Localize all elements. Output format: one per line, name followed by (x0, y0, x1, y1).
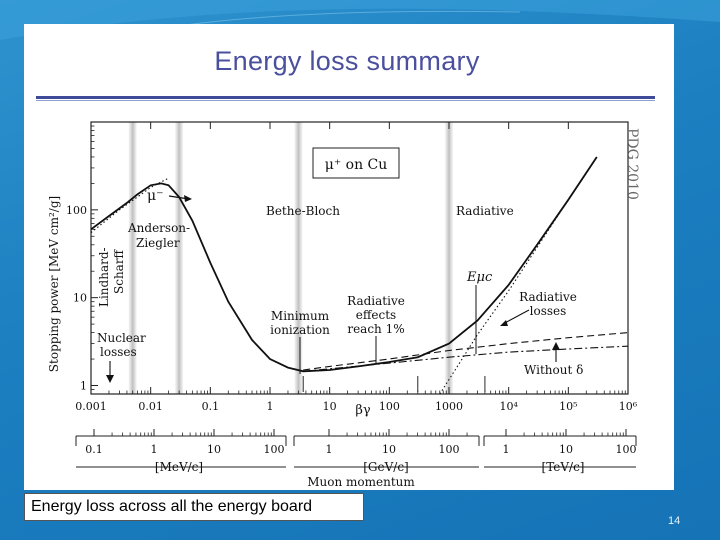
title-divider-secondary (36, 100, 655, 101)
pdg-watermark: PDG 2010 (624, 128, 640, 200)
momentum-tick-label: 100 (264, 443, 285, 456)
series-line-dotted-3 (90, 177, 169, 234)
y-tick-label: 10 (73, 292, 87, 305)
marker-lines (302, 376, 486, 392)
transition-band-3 (445, 122, 453, 394)
label-emu-c: Eμc (466, 270, 493, 285)
series-line-dotted-4 (439, 156, 598, 395)
legend-label: μ⁺ on Cu (325, 157, 388, 173)
series-line-dashdot-2 (303, 345, 629, 372)
x-tick-label: 10⁶ (619, 400, 638, 413)
x-tick-label: 100 (379, 400, 400, 413)
transition-band-0 (128, 122, 137, 394)
arrow-without-delta-head (552, 342, 560, 350)
title-divider (36, 96, 655, 99)
momentum-tick-label: 1 (503, 443, 510, 456)
x-tick-label: 10⁵ (559, 400, 577, 413)
label-min-ion-2: ionization (270, 323, 330, 337)
x-tick-label: 0.01 (138, 400, 163, 413)
x-tick-label: 1 (267, 400, 274, 413)
curves (90, 156, 629, 395)
stopping-power-chart: 0.001 0.01 0.1 1 10 100 1000 10⁴ 10⁵ 10⁶ 1 10 100 St… (47, 121, 640, 489)
transition-band-1 (175, 122, 184, 394)
momentum-tick-label: 1 (151, 443, 158, 456)
x-tick-label: 1000 (435, 400, 463, 413)
label-rad-loss-1: Radiative (519, 290, 577, 304)
momentum-tick-label: 100 (439, 443, 460, 456)
momentum-unit-mev: [MeV/c] (155, 460, 203, 474)
label-nuclear-1: Nuclear (97, 331, 146, 345)
legend-box (312, 147, 400, 179)
label-anderson-1: Anderson- (127, 221, 190, 235)
label-bethe-bloch: Bethe-Bloch (266, 204, 340, 218)
page-number: 14 (668, 515, 681, 527)
label-rad-loss-2: losses (530, 304, 567, 318)
label-lindhard: Lindhard- (97, 247, 111, 307)
momentum-tick-label: 100 (616, 443, 637, 456)
label-min-ion-1: Minimum (271, 309, 330, 323)
plot-frame (90, 121, 629, 395)
momentum-axis: 0.1 1 10 100 1 10 100 1 10 100 (75, 429, 637, 468)
label-mu-minus: μ⁻ (147, 188, 164, 204)
series-line-dashed-1 (303, 332, 629, 371)
momentum-unit-tev: [TeV/c] (542, 460, 585, 474)
momentum-tick-label: 10 (559, 443, 573, 456)
label-without-delta: Without δ (524, 363, 583, 377)
label-rad-eff-3: reach 1% (347, 322, 404, 336)
arrow-rad-loss (502, 309, 530, 325)
momentum-tick-label: 0.1 (85, 443, 103, 456)
y-axis-label: Stopping power [MeV cm²/g] (47, 196, 61, 372)
label-rad-eff-1: Radiative (347, 294, 405, 308)
momentum-tick-label: 10 (207, 443, 221, 456)
y-tick-label: 100 (66, 204, 87, 217)
momentum-unit-gev: [GeV/c] (363, 460, 408, 474)
x-tick-label: 10⁴ (499, 400, 518, 413)
arrow-nuclear-head (106, 375, 114, 383)
series-line-solid-0 (90, 156, 598, 373)
label-scharff: Scharff (112, 248, 126, 294)
label-rad-eff-2: effects (356, 308, 396, 322)
label-nuclear-2: losses (100, 345, 137, 359)
momentum-tick-label: 1 (326, 443, 333, 456)
slide-title: Energy loss summary (214, 46, 480, 76)
y-tick-label: 1 (80, 379, 87, 392)
arrow-rad-loss-head (500, 320, 508, 326)
label-radiative: Radiative (456, 204, 514, 218)
axis-ticks: 0.001 0.01 0.1 1 10 100 1000 10⁴ 10⁵ 10⁶ 1 10 100 (66, 122, 638, 413)
label-anderson-2: Ziegler (136, 236, 180, 250)
arrow-mu-minus-head (184, 195, 192, 202)
x-tick-label: 10 (323, 400, 337, 413)
transition-band-2 (294, 122, 303, 394)
transition-bands (128, 122, 453, 394)
x-axis-label: βγ (355, 403, 371, 418)
x-tick-label: 0.001 (75, 400, 107, 413)
momentum-tick-label: 10 (382, 443, 396, 456)
slide-caption: Energy loss across all the energy board (24, 493, 364, 521)
momentum-axis-label: Muon momentum (307, 475, 415, 489)
x-tick-label: 0.1 (202, 400, 220, 413)
